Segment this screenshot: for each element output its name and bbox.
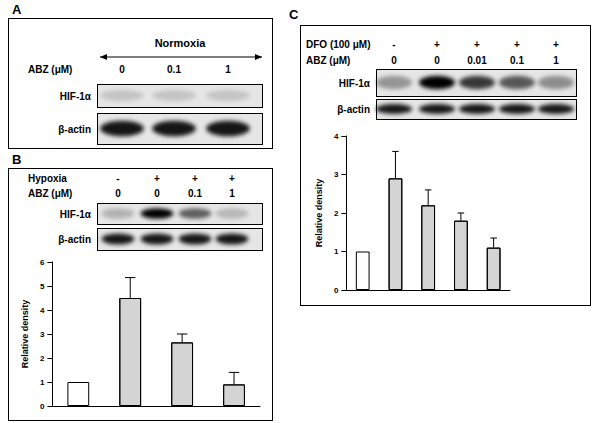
svg-text:4: 4 bbox=[334, 132, 339, 141]
svg-text:-: - bbox=[392, 39, 395, 50]
svg-text:1: 1 bbox=[40, 378, 45, 387]
svg-text:+: + bbox=[553, 39, 559, 50]
svg-text:Relative density: Relative density bbox=[314, 179, 324, 248]
svg-text:3: 3 bbox=[334, 170, 339, 179]
svg-text:HIF-1α: HIF-1α bbox=[60, 91, 92, 102]
svg-text:B: B bbox=[12, 152, 21, 167]
svg-text:3: 3 bbox=[40, 330, 45, 339]
svg-text:+: + bbox=[514, 39, 520, 50]
svg-text:2: 2 bbox=[334, 209, 339, 218]
svg-text:2: 2 bbox=[40, 354, 45, 363]
svg-text:Relative density: Relative density bbox=[20, 300, 30, 369]
svg-text:6: 6 bbox=[40, 258, 45, 267]
svg-text:ABZ (μM): ABZ (μM) bbox=[28, 188, 72, 199]
svg-text:5: 5 bbox=[40, 282, 45, 291]
svg-text:+: + bbox=[434, 39, 440, 50]
svg-text:+: + bbox=[474, 39, 480, 50]
svg-text:HIF-1α: HIF-1α bbox=[339, 78, 371, 89]
svg-text:1: 1 bbox=[225, 64, 231, 75]
svg-text:+: + bbox=[154, 173, 160, 184]
svg-text:C: C bbox=[289, 7, 299, 22]
svg-text:β-actin: β-actin bbox=[337, 104, 370, 115]
svg-text:A: A bbox=[12, 2, 22, 17]
svg-text:0: 0 bbox=[334, 286, 339, 295]
svg-text:β-actin: β-actin bbox=[58, 234, 91, 245]
svg-text:4: 4 bbox=[40, 306, 45, 315]
svg-text:+: + bbox=[192, 173, 198, 184]
svg-text:ABZ (μM): ABZ (μM) bbox=[28, 64, 72, 75]
svg-text:0: 0 bbox=[154, 188, 160, 199]
svg-text:DFO (100 μM): DFO (100 μM) bbox=[306, 39, 370, 50]
svg-text:Hypoxia: Hypoxia bbox=[28, 173, 67, 184]
svg-text:-: - bbox=[116, 173, 119, 184]
svg-text:0: 0 bbox=[391, 55, 397, 66]
svg-text:0.1: 0.1 bbox=[167, 64, 181, 75]
svg-text:0.1: 0.1 bbox=[510, 55, 524, 66]
svg-text:HIF-1α: HIF-1α bbox=[60, 209, 92, 220]
svg-text:Normoxia: Normoxia bbox=[155, 37, 207, 49]
svg-text:1: 1 bbox=[553, 55, 559, 66]
svg-text:ABZ (μM): ABZ (μM) bbox=[306, 55, 350, 66]
svg-text:0: 0 bbox=[40, 402, 45, 411]
svg-text:0: 0 bbox=[115, 188, 121, 199]
svg-text:1: 1 bbox=[229, 188, 235, 199]
svg-text:0.01: 0.01 bbox=[467, 55, 487, 66]
svg-text:0: 0 bbox=[434, 55, 440, 66]
svg-text:0.1: 0.1 bbox=[188, 188, 202, 199]
svg-text:1: 1 bbox=[334, 247, 339, 256]
svg-text:0: 0 bbox=[119, 64, 125, 75]
svg-text:β-actin: β-actin bbox=[58, 124, 91, 135]
svg-text:+: + bbox=[229, 173, 235, 184]
